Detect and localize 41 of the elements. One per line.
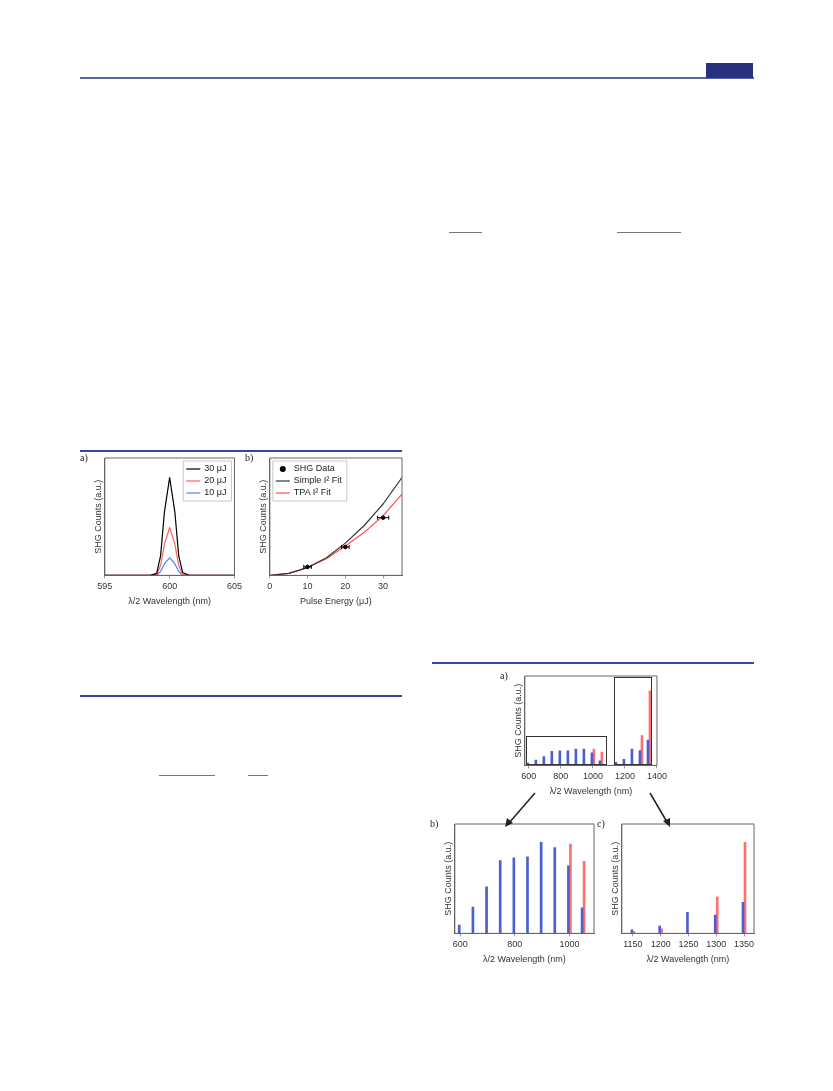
x-axis-title: Pulse Energy (μJ)	[300, 596, 372, 607]
x-tick-label: 1250	[678, 939, 699, 950]
x-tick-label: 800	[507, 939, 523, 950]
chart-title: b)	[245, 452, 254, 463]
x-tick-label: 1000	[559, 939, 580, 950]
x-tick-label: 1300	[706, 939, 727, 950]
x-tick-label: 1200	[650, 939, 671, 950]
x-tick-label: 600	[452, 939, 468, 950]
x-tick-label: 1400	[646, 771, 667, 782]
legend-label: Simple I² Fit	[293, 475, 343, 486]
x-axis-title: λ/2 Wavelength (nm)	[483, 954, 566, 965]
legend-label: 30 μJ	[204, 463, 227, 474]
chart-title: c)	[597, 818, 605, 829]
x-axis-title: λ/2 Wavelength (nm)	[646, 954, 730, 965]
legend-label: 10 μJ	[204, 487, 227, 498]
x-tick-label: 1350	[733, 939, 755, 950]
y-axis-title: SHG Counts (a.u.)	[257, 479, 268, 554]
x-tick-label: 1150	[623, 939, 643, 950]
x-tick-label: 600	[162, 581, 178, 592]
x-tick-label: 600	[521, 771, 537, 782]
legend-label: SHG Data	[293, 463, 335, 474]
x-tick-label: 1200	[614, 771, 635, 782]
x-tick-label: 1000	[582, 771, 603, 782]
chart-title: b)	[430, 818, 439, 829]
x-tick-label: 20	[340, 581, 351, 592]
y-axis-title: SHG Counts (a.u.)	[92, 479, 103, 554]
x-tick-label: 605	[226, 581, 243, 592]
chart-title: a)	[500, 670, 508, 681]
x-tick-label: 10	[302, 581, 313, 592]
chart-title: a)	[80, 452, 88, 463]
x-tick-label: 30	[378, 581, 389, 592]
legend-label: 20 μJ	[204, 475, 227, 486]
x-tick-label: 595	[97, 581, 113, 592]
y-axis-title: SHG Counts (a.u.)	[512, 683, 523, 758]
x-axis-title: λ/2 Wavelength (nm)	[549, 786, 633, 797]
x-tick-label: 800	[553, 771, 569, 782]
legend-label: TPA I² Fit	[293, 487, 332, 498]
x-tick-label: 0	[267, 581, 273, 592]
x-axis-title: λ/2 Wavelength (nm)	[128, 596, 211, 607]
y-axis-title: SHG Counts (a.u.)	[609, 841, 620, 916]
y-axis-title: SHG Counts (a.u.)	[442, 841, 453, 916]
